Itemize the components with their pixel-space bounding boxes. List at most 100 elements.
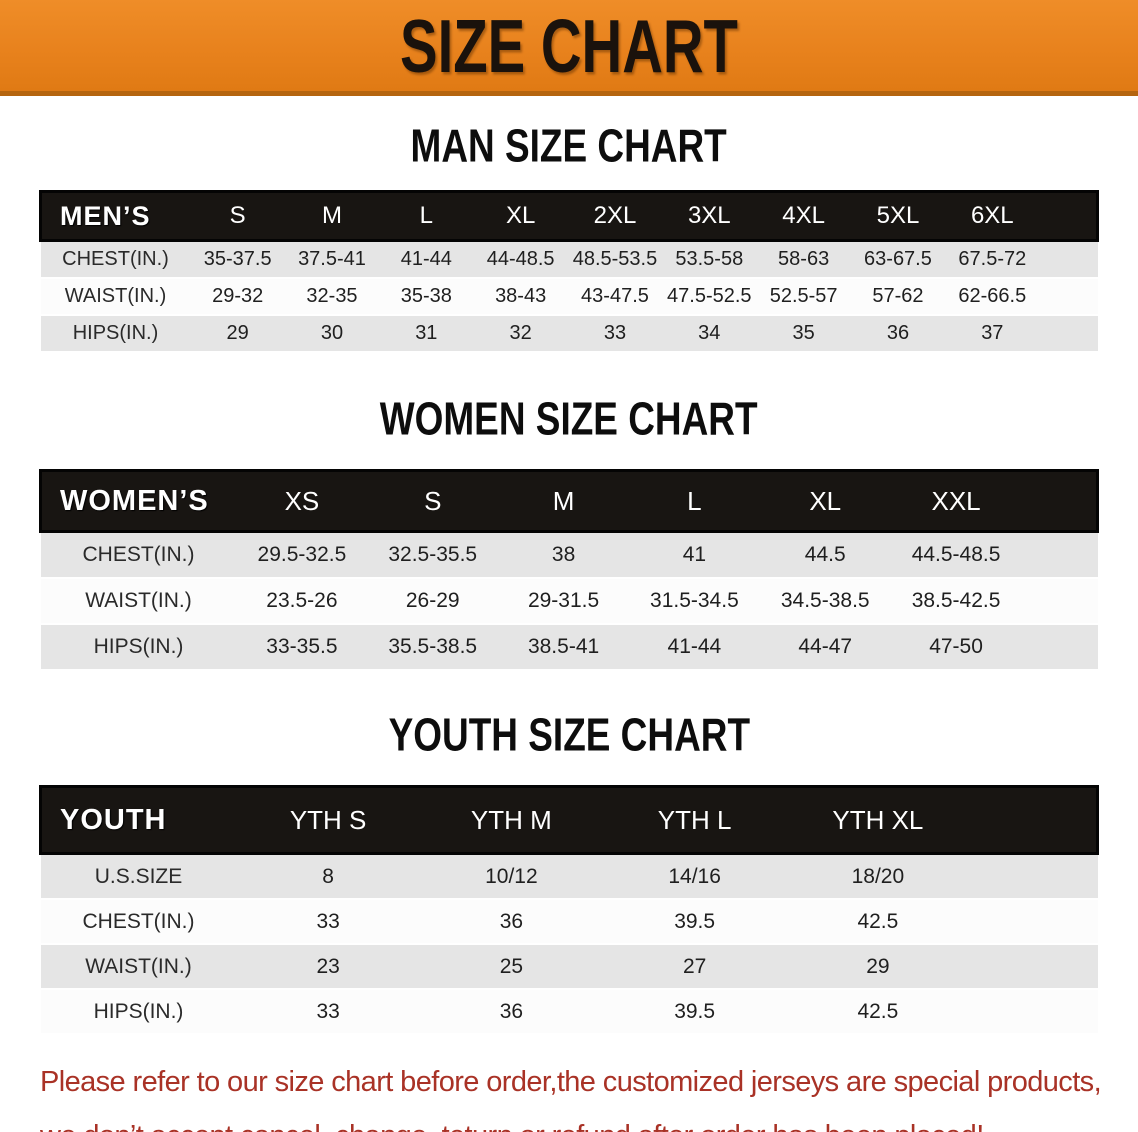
measurement-value: 14/16	[668, 864, 721, 888]
size-column-header: S	[229, 202, 246, 229]
size-column-header: M	[321, 202, 342, 229]
measurement-value: 42.5	[857, 909, 899, 933]
size-column-header: YTH M	[470, 804, 552, 835]
row-pad-cell	[970, 989, 1098, 1034]
size-column-header: S	[424, 485, 442, 516]
table-row: WAIST(IN.) 23.5-26 26-29 29-31.5 31.5-34.5 34…	[40, 578, 1098, 624]
table-row: HIPS(IN.) 33 36 39.5 42.5	[40, 989, 1098, 1034]
table-row: CHEST(IN.) 35-37.5 37.5-41 41-44 44-48.5 48.5…	[40, 240, 1098, 279]
measurement-value: 42.5	[857, 999, 899, 1023]
measurement-value: 35	[792, 322, 815, 344]
measurement-value: 27	[682, 954, 707, 978]
size-column-header: 3XL	[687, 202, 731, 229]
size-column-header: L	[687, 485, 702, 516]
measurement-value: 33-35.5	[266, 635, 338, 658]
measurement-value: 33	[603, 322, 627, 344]
measurement-value: 37.5-41	[298, 248, 366, 270]
banner-title: SIZE CHART	[400, 3, 738, 88]
measurement-value: 32-35	[306, 285, 358, 307]
measurement-value: 30	[320, 322, 344, 344]
men-size-section: MAN SIZE CHART MEN’S S M L XL 2XL 3XL 4XL 5XL 6XL…	[0, 120, 1138, 353]
row-pad-cell	[1022, 532, 1098, 579]
measurement-value: 53.5-58	[675, 248, 744, 270]
men-size-table: MEN’S S M L XL 2XL 3XL 4XL 5XL 6XL CHEST(IN.) 35-37…	[39, 190, 1099, 353]
table-row: WAIST(IN.) 29-32 32-35 35-38 38-43 43-47.5 47.…	[40, 278, 1098, 315]
measurement-value: 36	[499, 909, 524, 933]
size-column-header: L	[419, 202, 433, 229]
measurement-value: 47.5-52.5	[667, 285, 752, 307]
size-table-header-row: MEN’S S M L XL 2XL 3XL 4XL 5XL 6XL	[40, 191, 1098, 241]
measurement-value: 18/20	[851, 864, 905, 888]
measurement-row-label: HIPS(IN.)	[93, 999, 184, 1023]
size-column-header: XL	[505, 202, 536, 229]
women-size-table: WOMEN’S XS S M L XL XXL CHEST(IN.) 29.5-32.5 32.5…	[39, 469, 1099, 671]
size-column-header: 6XL	[970, 202, 1014, 229]
size-chart-banner: SIZE CHART	[0, 0, 1138, 96]
measurement-value: 37	[981, 322, 1004, 344]
size-table-header-row: YOUTH YTH S YTH M YTH L YTH XL	[40, 786, 1098, 854]
size-column-header: XXL	[931, 485, 981, 516]
measurement-value: 39.5	[674, 909, 716, 933]
table-row: HIPS(IN.) 29 30 31 32 33 34 35 36 37	[40, 315, 1098, 352]
row-pad-cell	[1040, 315, 1098, 352]
measurement-value: 62-66.5	[958, 285, 1027, 307]
row-pad-cell	[970, 899, 1098, 944]
table-group-label: YOUTH	[60, 803, 167, 836]
measurement-value: 44.5	[804, 543, 846, 566]
row-pad-cell	[1040, 241, 1098, 279]
table-row: CHEST(IN.) 29.5-32.5 32.5-35.5 38 41 44.5 44.5…	[40, 531, 1098, 579]
measurement-value: 41	[682, 543, 707, 566]
table-row: HIPS(IN.) 33-35.5 35.5-38.5 38.5-41 41-44 44-…	[40, 624, 1098, 670]
measurement-value: 10/12	[485, 864, 538, 888]
measurement-value: 38	[551, 543, 576, 566]
measurement-value: 63-67.5	[864, 248, 932, 270]
table-group-label: WOMEN’S	[60, 484, 209, 517]
disclaimer: Please refer to our size chart before or…	[40, 1061, 1138, 1132]
measurement-value: 41-44	[667, 635, 722, 658]
size-column-header: 5XL	[876, 202, 920, 229]
row-pad-cell	[970, 944, 1098, 989]
youth-title-wrap: YOUTH SIZE CHART	[0, 709, 1138, 761]
measurement-value: 29	[866, 954, 890, 978]
size-column-header: XL	[809, 485, 842, 516]
measurement-value: 31.5-34.5	[650, 589, 739, 612]
size-table-header-row: WOMEN’S XS S M L XL XXL	[40, 470, 1098, 532]
disclaimer-line-2: we don’t accept cancel, change, teturn o…	[40, 1115, 1138, 1132]
measurement-value: 57-62	[872, 285, 924, 307]
measurement-value: 67.5-72	[958, 248, 1027, 270]
measurement-value: 58-63	[778, 248, 830, 270]
measurement-row-label: HIPS(IN.)	[72, 322, 159, 344]
measurement-value: 8	[322, 864, 334, 888]
measurement-value: 38.5-41	[527, 635, 600, 658]
measurement-value: 35-38	[400, 285, 452, 307]
measurement-value: 25	[499, 954, 524, 978]
table-row: U.S.SIZE 8 10/12 14/16 18/20	[40, 853, 1098, 900]
measurement-row-label: WAIST(IN.)	[64, 285, 167, 307]
men-title-wrap: MAN SIZE CHART	[0, 120, 1138, 172]
row-pad-cell	[1022, 624, 1098, 670]
measurement-value: 35.5-38.5	[388, 635, 478, 658]
measurement-value: 34.5-38.5	[780, 589, 870, 612]
measurement-value: 23	[316, 954, 340, 978]
measurement-value: 29-32	[212, 285, 264, 307]
measurement-value: 32	[509, 322, 532, 344]
row-pad-cell	[970, 854, 1098, 900]
measurement-value: 39.5	[674, 999, 716, 1023]
women-size-section: WOMEN SIZE CHART WOMEN’S XS S M L XL XXL CHEST(…	[0, 393, 1138, 671]
header-pad-cell	[1040, 192, 1098, 241]
measurement-value: 32.5-35.5	[388, 543, 478, 566]
measurement-row-label: WAIST(IN.)	[85, 954, 192, 978]
youth-size-table: YOUTH YTH S YTH M YTH L YTH XL U.S.SIZE 8 10/12…	[39, 785, 1099, 1035]
measurement-value: 34	[698, 322, 721, 344]
measurement-row-label: CHEST(IN.)	[82, 909, 195, 933]
measurement-row-label: WAIST(IN.)	[85, 589, 192, 612]
size-column-header: 2XL	[593, 202, 637, 229]
size-column-header: XS	[284, 485, 320, 516]
measurement-value: 41-44	[400, 248, 452, 270]
table-group-label: MEN’S	[60, 200, 151, 231]
measurement-value: 44.5-48.5	[911, 543, 1001, 566]
size-column-header: YTH XL	[832, 804, 924, 835]
measurement-value: 31	[415, 322, 438, 344]
measurement-value: 33	[316, 909, 340, 933]
measurement-value: 29	[226, 322, 249, 344]
